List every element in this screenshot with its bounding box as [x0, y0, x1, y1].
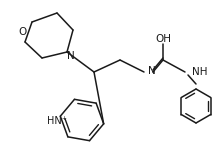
Text: N: N [148, 66, 156, 76]
Text: N: N [67, 51, 75, 61]
Text: OH: OH [155, 34, 171, 44]
Text: HN⁺: HN⁺ [47, 116, 67, 126]
Text: O: O [18, 27, 26, 37]
Text: NH: NH [192, 67, 207, 77]
